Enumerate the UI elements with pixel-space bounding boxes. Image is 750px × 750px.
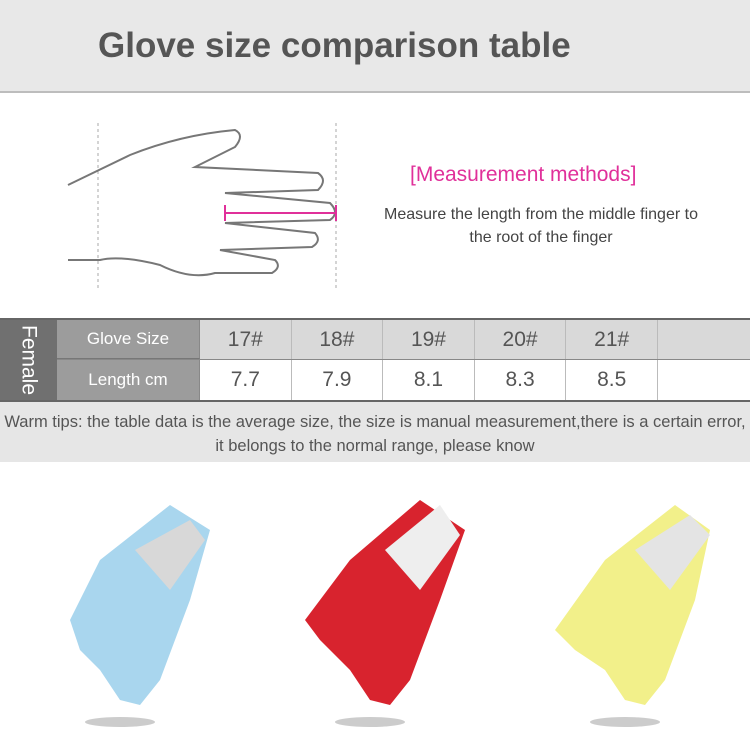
header: Glove size comparison table (0, 0, 750, 93)
warm-tips: Warm tips: the table data is the average… (0, 402, 750, 462)
length-cell: 8.1 (383, 360, 475, 400)
measurement-description: Measure the length from the middle finge… (384, 206, 698, 246)
size-table: Female Glove Size 17# 18# 19# 20# 21# Le… (0, 318, 750, 402)
red-glove-image (305, 500, 465, 727)
measurement-section (0, 95, 750, 318)
yellow-glove-image (555, 505, 710, 727)
length-cell: 8.3 (475, 360, 567, 400)
size-cell: 17# (200, 320, 292, 359)
row-label: Length cm (57, 360, 200, 400)
length-cell (658, 360, 750, 400)
length-cell: 8.5 (566, 360, 658, 400)
hand-diagram (67, 123, 337, 290)
page-title: Glove size comparison table (98, 26, 571, 65)
length-cell: 7.7 (200, 360, 292, 400)
size-cell: 21# (566, 320, 658, 359)
size-cell: 19# (383, 320, 475, 359)
size-cell (658, 320, 750, 359)
table-row: Length cm 7.7 7.9 8.1 8.3 8.5 (57, 360, 750, 400)
row-label: Glove Size (57, 320, 200, 359)
table-row: Glove Size 17# 18# 19# 20# 21# (57, 320, 750, 360)
measurement-title: [Measurement methods] (410, 163, 637, 186)
size-cell: 20# (475, 320, 567, 359)
group-label: Female (0, 320, 57, 400)
size-cell: 18# (292, 320, 384, 359)
length-cell: 7.9 (292, 360, 384, 400)
blue-glove-image (70, 505, 210, 727)
